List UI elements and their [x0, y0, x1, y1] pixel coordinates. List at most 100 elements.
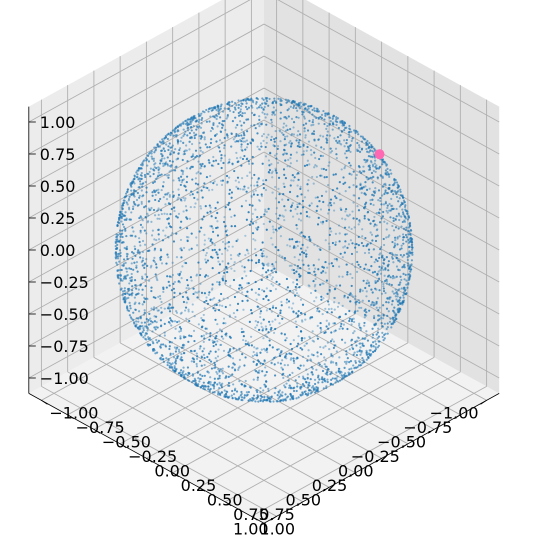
sphere-point — [386, 314, 389, 317]
sphere-point — [141, 239, 145, 243]
sphere-point — [163, 322, 166, 325]
sphere-point — [257, 321, 260, 324]
sphere-point — [187, 340, 190, 343]
sphere-point — [233, 295, 237, 299]
sphere-point — [135, 266, 138, 269]
sphere-point — [397, 300, 400, 303]
sphere-point — [176, 142, 180, 145]
sphere-point — [258, 148, 262, 151]
sphere-point — [122, 201, 125, 205]
sphere-point — [405, 240, 408, 243]
sphere-point — [244, 99, 248, 103]
sphere-point — [215, 183, 219, 186]
sphere-point — [164, 162, 167, 165]
sphere-point — [244, 339, 247, 342]
sphere-point — [278, 129, 281, 132]
sphere-point — [216, 256, 220, 259]
sphere-point — [164, 162, 167, 165]
sphere-point — [262, 254, 266, 258]
sphere-point — [405, 226, 408, 229]
sphere-point — [237, 160, 240, 163]
sphere-point — [376, 279, 379, 283]
sphere-point — [259, 142, 263, 145]
sphere-point — [322, 297, 325, 300]
sphere-point — [384, 162, 387, 165]
sphere-point — [276, 161, 280, 164]
sphere-point — [147, 323, 150, 326]
sphere-point — [329, 201, 332, 204]
sphere-point — [227, 375, 230, 379]
sphere-point — [178, 147, 182, 150]
sphere-point — [115, 261, 118, 264]
sphere-point — [287, 386, 291, 390]
sphere-point — [225, 376, 228, 379]
sphere-point — [172, 179, 175, 182]
sphere-point — [281, 368, 284, 371]
sphere-point — [237, 111, 240, 115]
sphere-point — [335, 371, 338, 374]
sphere-point — [216, 234, 220, 237]
sphere-point — [399, 302, 402, 305]
sphere-point — [357, 223, 360, 226]
sphere-point — [369, 176, 372, 179]
sphere-point — [271, 276, 274, 279]
sphere-point — [209, 383, 212, 386]
sphere-point — [403, 201, 406, 204]
sphere-point — [239, 156, 242, 159]
sphere-point — [374, 323, 377, 326]
sphere-point — [240, 164, 243, 167]
sphere-point — [122, 277, 126, 280]
sphere-point — [200, 335, 203, 338]
sphere-point — [165, 262, 168, 265]
sphere-point — [330, 149, 334, 153]
sphere-point — [259, 351, 262, 354]
sphere-point — [189, 136, 192, 139]
sphere-point — [199, 282, 202, 285]
sphere-point — [306, 163, 309, 167]
sphere-point — [139, 315, 142, 318]
sphere-point — [212, 385, 216, 388]
sphere-point — [296, 205, 299, 209]
sphere-point — [221, 179, 225, 182]
sphere-point — [137, 320, 140, 323]
sphere-point — [229, 374, 232, 378]
sphere-point — [141, 293, 144, 297]
sphere-point — [307, 284, 310, 287]
sphere-point — [387, 187, 390, 190]
sphere-point — [163, 173, 167, 176]
sphere-point — [269, 151, 272, 154]
sphere-point — [208, 291, 211, 294]
sphere-point — [128, 314, 131, 317]
sphere-point — [390, 251, 393, 255]
sphere-point — [305, 342, 309, 345]
sphere-point — [135, 261, 139, 264]
sphere-point — [272, 106, 275, 109]
sphere-point — [320, 298, 323, 301]
sphere-point — [171, 232, 174, 235]
sphere-point — [284, 159, 287, 162]
sphere-point — [255, 363, 258, 367]
sphere-point — [285, 288, 288, 291]
sphere-point — [369, 231, 372, 234]
sphere-point — [295, 106, 298, 110]
sphere-point — [310, 202, 313, 205]
sphere-point — [180, 136, 183, 139]
sphere-point — [303, 130, 306, 133]
sphere-point — [120, 241, 123, 244]
sphere-point — [333, 209, 336, 212]
sphere-point — [185, 180, 188, 184]
sphere-point — [201, 218, 204, 221]
sphere-point — [169, 303, 172, 306]
sphere-point — [300, 330, 303, 333]
sphere-point — [185, 235, 189, 239]
sphere-point — [240, 140, 243, 143]
sphere-point — [190, 142, 194, 146]
sphere-point — [203, 233, 206, 236]
sphere-point — [364, 263, 367, 266]
sphere-point — [170, 149, 173, 153]
sphere-point — [316, 335, 319, 338]
sphere-point — [385, 228, 388, 231]
sphere-point — [336, 305, 340, 308]
sphere-point — [221, 240, 225, 243]
sphere-point — [405, 236, 408, 239]
